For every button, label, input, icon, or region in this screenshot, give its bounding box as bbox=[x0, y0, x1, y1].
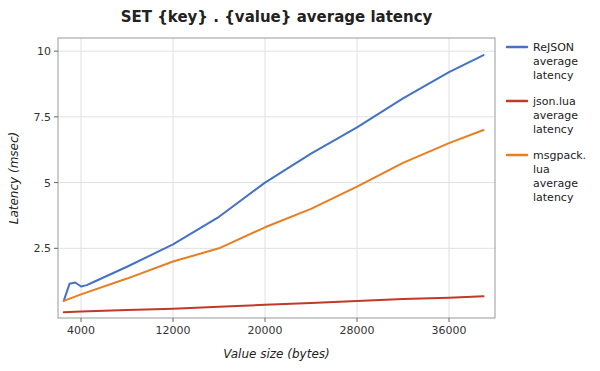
y-tick bbox=[54, 51, 58, 52]
x-axis-label: Value size (bytes) bbox=[223, 347, 329, 361]
legend-label-line: lua bbox=[533, 163, 550, 176]
legend-swatch bbox=[507, 154, 527, 157]
x-tick bbox=[357, 318, 358, 322]
y-tick bbox=[54, 116, 58, 117]
legend-label: msgpack.luaaveragelatency bbox=[533, 149, 586, 204]
series-line bbox=[64, 296, 484, 312]
legend: ReJSONaveragelatencyjson.luaaveragelaten… bbox=[507, 41, 586, 204]
y-tick bbox=[54, 182, 58, 183]
legend-swatch bbox=[507, 100, 527, 103]
y-tick-label: 5 bbox=[44, 177, 51, 190]
chart: 4000 12000 20000 28000 36000 2.5 5 7.5 10 SET {ke… bbox=[0, 0, 600, 371]
legend-label-line: average bbox=[533, 55, 578, 68]
x-tick-label: 20000 bbox=[248, 324, 283, 337]
grid-line-x bbox=[265, 38, 266, 318]
x-tick bbox=[173, 318, 174, 322]
x-tick bbox=[449, 318, 450, 322]
legend-label-line: average bbox=[533, 109, 578, 122]
legend-label-line: latency bbox=[533, 69, 574, 82]
x-tick-label: 4000 bbox=[67, 324, 95, 337]
x-tick-label: 12000 bbox=[156, 324, 191, 337]
legend-swatch bbox=[507, 46, 527, 49]
grid-line-y bbox=[58, 51, 495, 52]
series-group bbox=[64, 55, 484, 312]
y-tick-label: 2.5 bbox=[34, 242, 52, 255]
x-tick bbox=[81, 318, 82, 322]
legend-label-line: latency bbox=[533, 123, 574, 136]
y-axis-label: Latency (msec) bbox=[7, 132, 21, 225]
y-tick-label: 10 bbox=[37, 45, 51, 58]
title: SET {key} . {value} average latency bbox=[121, 8, 433, 26]
series-line bbox=[64, 55, 484, 301]
legend-label-line: latency bbox=[533, 191, 574, 204]
legend-label: json.luaaveragelatency bbox=[532, 95, 578, 136]
grid-line-y bbox=[58, 116, 495, 117]
grid-line-y bbox=[58, 182, 495, 183]
legend-label-line: average bbox=[533, 177, 578, 190]
legend-label-line: json.lua bbox=[532, 95, 576, 108]
plot-frame bbox=[58, 38, 495, 318]
x-tick-label: 36000 bbox=[432, 324, 467, 337]
series-line bbox=[64, 130, 484, 301]
x-tick-label: 28000 bbox=[340, 324, 375, 337]
grid-line-x bbox=[173, 38, 174, 318]
legend-label-line: msgpack. bbox=[533, 149, 586, 162]
legend-label-line: ReJSON bbox=[533, 41, 574, 54]
x-tick bbox=[265, 318, 266, 322]
grid-line-x bbox=[81, 38, 82, 318]
grid-line-x bbox=[449, 38, 450, 318]
grid-line-x bbox=[357, 38, 358, 318]
y-tick bbox=[54, 248, 58, 249]
legend-label: ReJSONaveragelatency bbox=[533, 41, 578, 82]
grid-line-y bbox=[58, 248, 495, 249]
y-tick-label: 7.5 bbox=[34, 111, 52, 124]
